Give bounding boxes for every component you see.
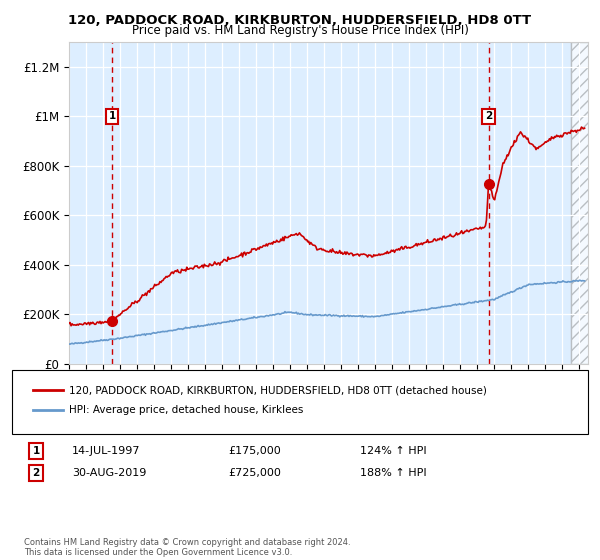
Text: 30-AUG-2019: 30-AUG-2019 xyxy=(72,468,146,478)
Text: Contains HM Land Registry data © Crown copyright and database right 2024.
This d: Contains HM Land Registry data © Crown c… xyxy=(24,538,350,557)
Text: 2: 2 xyxy=(485,111,492,122)
Text: 1: 1 xyxy=(109,111,116,122)
Text: 188% ↑ HPI: 188% ↑ HPI xyxy=(360,468,427,478)
Text: 124% ↑ HPI: 124% ↑ HPI xyxy=(360,446,427,456)
Text: 1: 1 xyxy=(32,446,40,456)
Text: £175,000: £175,000 xyxy=(228,446,281,456)
Bar xyxy=(571,42,596,364)
Text: £725,000: £725,000 xyxy=(228,468,281,478)
Text: 120, PADDOCK ROAD, KIRKBURTON, HUDDERSFIELD, HD8 0TT: 120, PADDOCK ROAD, KIRKBURTON, HUDDERSFI… xyxy=(68,14,532,27)
Text: 2: 2 xyxy=(32,468,40,478)
Bar xyxy=(571,42,596,364)
Text: 120, PADDOCK ROAD, KIRKBURTON, HUDDERSFIELD, HD8 0TT (detached house): 120, PADDOCK ROAD, KIRKBURTON, HUDDERSFI… xyxy=(69,385,487,395)
Text: Price paid vs. HM Land Registry's House Price Index (HPI): Price paid vs. HM Land Registry's House … xyxy=(131,24,469,37)
Text: 14-JUL-1997: 14-JUL-1997 xyxy=(72,446,140,456)
Text: HPI: Average price, detached house, Kirklees: HPI: Average price, detached house, Kirk… xyxy=(69,405,304,416)
